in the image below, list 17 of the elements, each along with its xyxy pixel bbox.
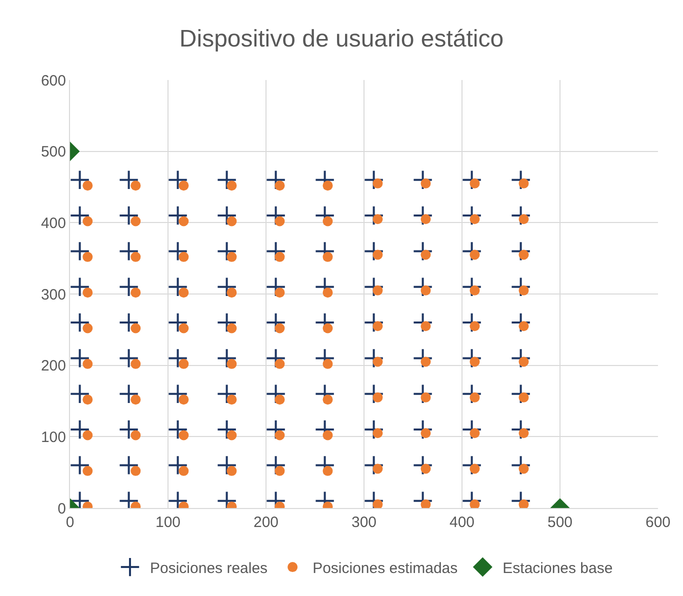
y-tick-label: 0 — [58, 500, 66, 518]
legend-label: Estaciones base — [502, 560, 613, 577]
x-tick-label: 300 — [351, 514, 377, 531]
y-tick-label: 300 — [40, 286, 66, 304]
x-tick-label: 400 — [449, 514, 475, 531]
x-tick-label: 600 — [645, 514, 671, 531]
y-tick-label: 200 — [40, 358, 66, 375]
y-tick-label: 500 — [40, 144, 66, 161]
y-tick-label: 400 — [40, 214, 66, 232]
legend-label: Posiciones estimadas — [312, 560, 458, 577]
legend-label: Posiciones reales — [150, 560, 268, 577]
x-tick-label: 500 — [547, 514, 573, 531]
x-tick-label: 200 — [253, 514, 279, 531]
chart-title: Dispositivo de usuario estático — [179, 26, 504, 53]
y-tick-label: 100 — [40, 428, 66, 446]
x-tick-label: 100 — [155, 514, 181, 531]
y-tick-label: 600 — [40, 72, 66, 90]
